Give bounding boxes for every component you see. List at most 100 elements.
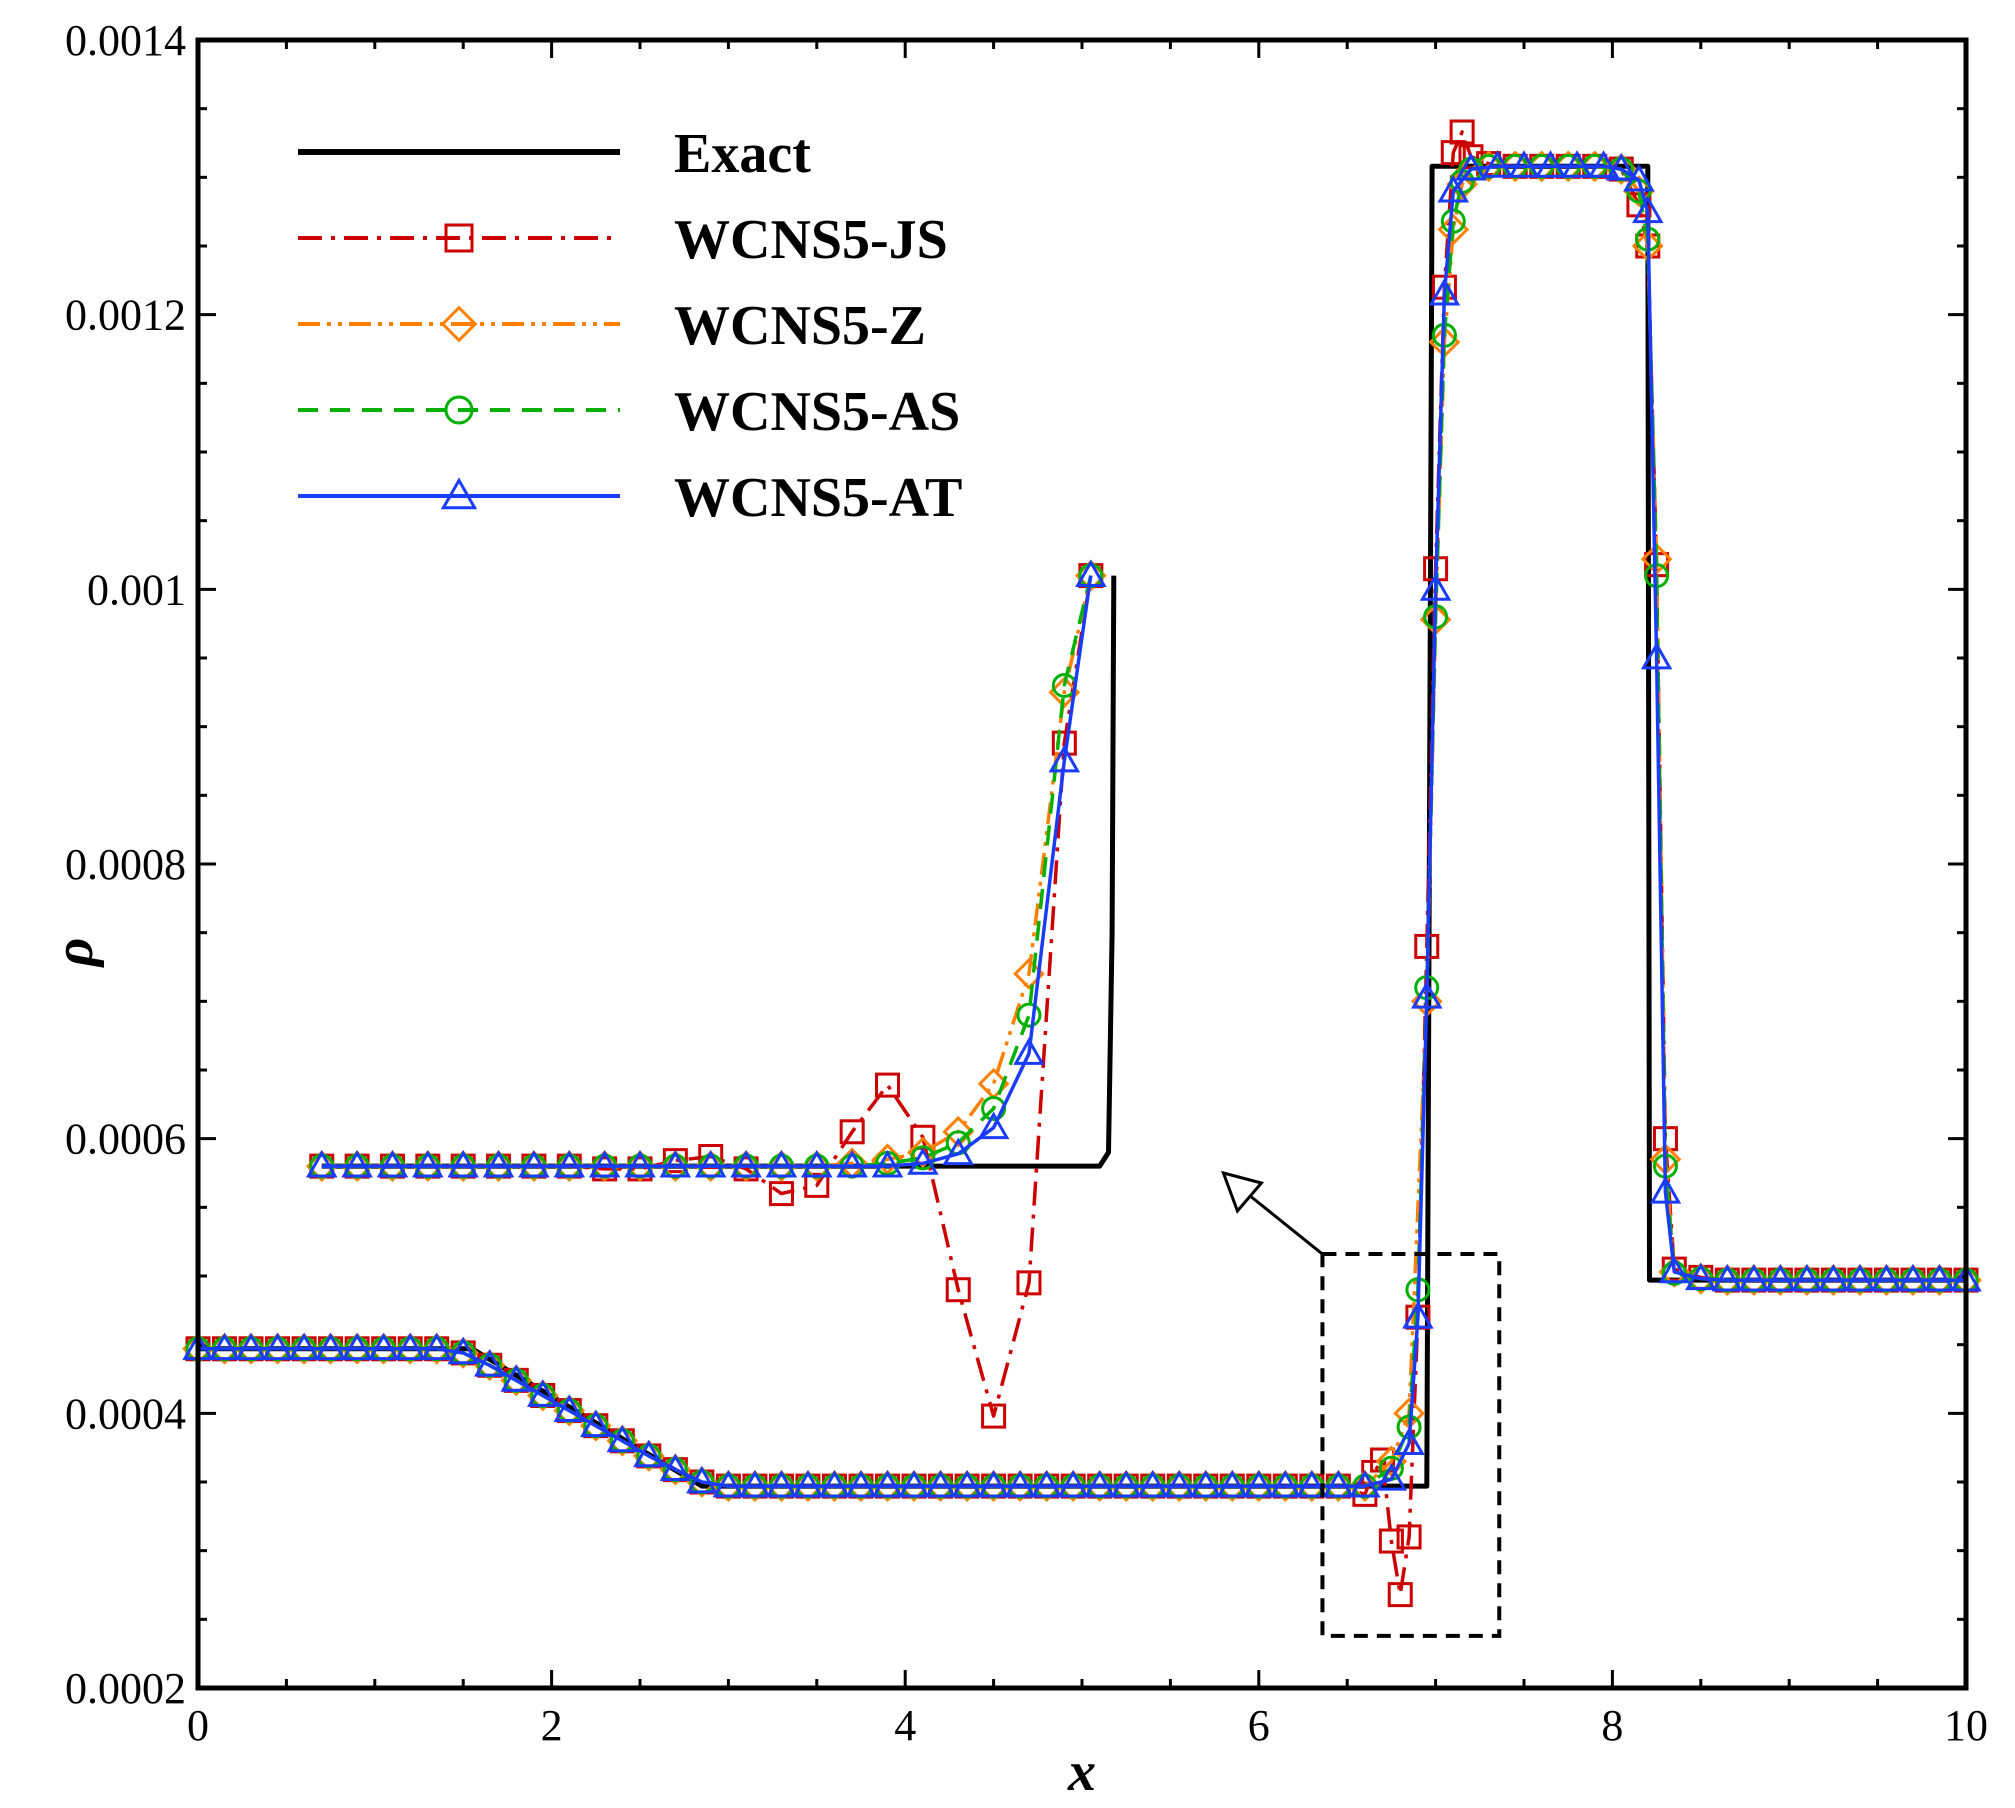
marker-triangle	[1402, 1300, 1434, 1329]
marker-square	[945, 1277, 971, 1303]
marker-triangle	[1561, 150, 1593, 178]
zoom-box	[1320, 1252, 1502, 1638]
marker-triangle	[1711, 1263, 1744, 1292]
marker-square	[839, 1119, 865, 1145]
marker-triangle	[341, 1149, 373, 1178]
x-tick-label: 8	[1601, 1701, 1623, 1750]
marker-triangle	[1870, 1263, 1903, 1292]
marker-triangle	[553, 1394, 586, 1422]
marker-triangle	[305, 1149, 338, 1178]
marker-triangle	[801, 1149, 833, 1178]
marker-triangle	[765, 1469, 798, 1498]
x-tick-label: 0	[187, 1701, 209, 1750]
marker-triangle	[1419, 573, 1452, 601]
marker-triangle	[1004, 1469, 1036, 1498]
zoom-arrow-head	[1221, 1170, 1265, 1214]
marker-triangle	[440, 477, 478, 510]
y-axis-title: ρ	[43, 938, 105, 969]
marker-triangle	[588, 1149, 621, 1178]
y-tick-label: 0.0014	[65, 16, 186, 65]
x-axis-title: x	[1067, 1741, 1096, 1803]
marker-triangle	[1083, 1469, 1116, 1498]
marker-triangle	[518, 1149, 550, 1178]
marker-triangle	[288, 1332, 320, 1361]
y-tick-label: 0.0012	[65, 291, 186, 340]
y-tick-label: 0.0002	[65, 1664, 186, 1713]
marker-diamond	[942, 1115, 975, 1148]
y-tick-label: 0.0006	[65, 1115, 186, 1164]
legend-item: WCNS5-JS	[298, 209, 948, 271]
legend-label: WCNS5-Z	[674, 295, 926, 357]
legend-label: Exact	[674, 123, 811, 185]
marker-triangle	[907, 1147, 939, 1175]
marker-triangle	[712, 1469, 745, 1498]
marker-triangle	[1897, 1263, 1929, 1292]
marker-triangle	[1791, 1263, 1823, 1292]
series-layer	[182, 119, 1982, 1608]
marker-triangle	[977, 1469, 1010, 1498]
marker-triangle	[367, 1332, 400, 1361]
marker-triangle	[730, 1149, 762, 1178]
marker-triangle	[473, 1349, 506, 1377]
marker-triangle	[1136, 1469, 1169, 1498]
marker-triangle	[942, 1137, 975, 1166]
marker-triangle	[739, 1469, 771, 1498]
marker-triangle	[1110, 1469, 1142, 1498]
marker-triangle	[871, 1149, 904, 1178]
marker-triangle	[1189, 1469, 1222, 1498]
marker-triangle	[1817, 1263, 1850, 1292]
marker-triangle	[686, 1465, 718, 1494]
marker-triangle	[1428, 277, 1461, 306]
marker-triangle	[553, 1149, 586, 1178]
marker-circle	[1016, 1002, 1042, 1028]
marker-square	[875, 1072, 901, 1098]
marker-triangle	[659, 1149, 692, 1178]
marker-triangle	[624, 1149, 656, 1178]
marker-diamond	[440, 305, 478, 343]
legend-item: Exact	[298, 123, 811, 185]
marker-triangle	[1349, 1469, 1381, 1498]
legend-item: WCNS5-AT	[298, 467, 962, 529]
marker-triangle	[659, 1453, 692, 1482]
marker-triangle	[447, 1149, 479, 1178]
marker-triangle	[633, 1439, 665, 1468]
marker-triangle	[1631, 195, 1664, 224]
marker-triangle	[898, 1469, 930, 1498]
marker-triangle	[1649, 1176, 1682, 1204]
tick-labels: 0 2 4 6 8 10 0.0002 0.0004 0.0006 0.0008 0.001 0.00…	[65, 16, 1988, 1750]
marker-square	[1396, 1524, 1422, 1550]
marker-triangle	[1393, 1427, 1425, 1455]
marker-triangle	[1640, 641, 1673, 670]
marker-triangle	[1605, 152, 1638, 181]
marker-triangle	[1587, 150, 1620, 178]
marker-triangle	[1738, 1263, 1770, 1292]
y-tick-label: 0.001	[87, 565, 186, 614]
marker-triangle	[977, 1111, 1010, 1140]
marker-triangle	[1030, 1469, 1063, 1498]
y-tick-label: 0.0004	[65, 1389, 186, 1438]
marker-triangle	[420, 1332, 453, 1361]
marker-square	[444, 223, 474, 253]
marker-triangle	[376, 1149, 409, 1178]
series-line-inset	[321, 575, 1093, 1168]
marker-triangle	[694, 1149, 727, 1178]
marker-square	[804, 1172, 830, 1198]
marker-triangle	[1534, 150, 1567, 178]
marker-triangle	[792, 1469, 824, 1498]
marker-square	[1449, 119, 1475, 145]
marker-triangle	[1455, 152, 1487, 181]
marker-triangle	[1844, 1263, 1876, 1292]
marker-triangle	[1075, 559, 1107, 587]
marker-triangle	[765, 1149, 798, 1178]
x-tick-label: 4	[894, 1701, 916, 1750]
marker-triangle	[845, 1469, 877, 1498]
marker-triangle	[580, 1409, 612, 1438]
legend-label: WCNS5-JS	[674, 209, 948, 271]
marker-triangle	[526, 1379, 559, 1407]
series-wcns5-at	[182, 150, 1982, 1498]
marker-triangle	[1410, 980, 1443, 1009]
marker-triangle	[1216, 1469, 1249, 1498]
marker-triangle	[1163, 1469, 1196, 1498]
marker-triangle	[1685, 1262, 1717, 1291]
